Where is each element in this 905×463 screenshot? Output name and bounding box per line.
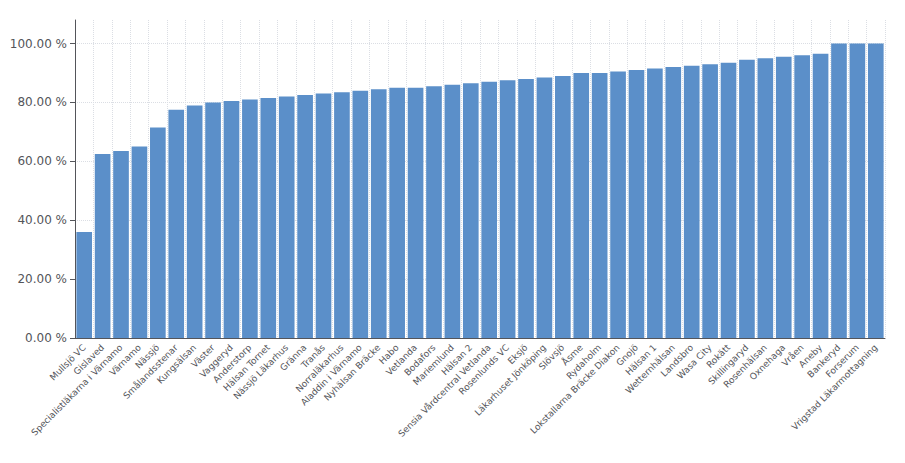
svg-text:Bodafors: Bodafors [402,342,438,378]
svg-text:Väster: Väster [189,342,217,370]
svg-text:0.00 %: 0.00 % [25,331,67,345]
svg-text:Wasa City: Wasa City [675,342,714,381]
svg-text:Mariemlund: Mariemlund [411,342,456,388]
svg-text:Vrigstad Läkarmottagning: Vrigstad Läkarmottagning [790,342,880,432]
svg-text:100.00 %: 100.00 % [10,37,67,51]
svg-text:Nyhälsan Bräcke: Nyhälsan Bräcke [322,342,383,403]
svg-text:Nässjö: Nässjö [133,342,162,371]
svg-text:Gnojö: Gnojö [614,342,640,368]
svg-text:Slövsjö: Slövsjö [536,342,567,372]
svg-text:Sensia Vårdcentral Vetlanda: Sensia Vårdcentral Vetlanda [396,342,492,438]
svg-text:Habo: Habo [377,342,401,367]
svg-text:Värnamo: Värnamo [107,342,143,378]
svg-text:Kungsälsan: Kungsälsan [155,342,199,386]
svg-text:Aneby: Aneby [797,342,825,370]
svg-text:40.00 %: 40.00 % [17,213,67,227]
svg-text:80.00 %: 80.00 % [17,95,67,109]
svg-text:Rokätt: Rokätt [704,342,733,370]
svg-text:Wetternhälsan: Wetternhälsan [623,342,677,396]
svg-text:Mullsjö VC: Mullsjö VC [47,342,88,383]
svg-text:Rydaholm: Rydaholm [564,342,604,382]
svg-text:Läkarhuset Jönköping: Läkarhuset Jönköping [473,342,548,417]
svg-text:Tranås: Tranås [299,342,328,371]
svg-text:Smålandsstenar: Smålandsstenar [121,342,180,401]
svg-text:Norraläkarhus: Norraläkarhus [293,342,346,395]
svg-text:Rosenlunds VC: Rosenlunds VC [456,342,512,397]
svg-text:Gislaved: Gislaved [71,342,107,377]
svg-text:Gränna: Gränna [278,342,309,373]
svg-text:Rosenhälsan: Rosenhälsan [721,342,769,390]
svg-text:Hälsan Tornet: Hälsan Tornet [221,342,272,393]
svg-text:Skillingaryd: Skillingaryd [706,342,751,387]
svg-text:Specialistläkarna i Värnamo: Specialistläkarna i Värnamo [29,342,124,437]
svg-text:Eksjö: Eksjö [505,342,530,367]
svg-text:60.00 %: 60.00 % [17,154,67,168]
svg-text:Landsbro: Landsbro [659,342,696,379]
svg-text:20.00 %: 20.00 % [17,272,67,286]
svg-text:Aladdin i Värnamo: Aladdin i Värnamo [298,342,364,408]
svg-text:Bankeryd: Bankeryd [805,342,843,380]
svg-text:Forserum: Forserum [823,342,861,380]
svg-text:Vråen: Vråen [779,342,806,369]
svg-text:Oxnehaga: Oxnehaga [747,342,788,383]
svg-text:Anderstorp: Anderstorp [211,342,254,385]
svg-text:Lokstallarna Bräcke Diakon: Lokstallarna Bräcke Diakon [528,342,621,435]
svg-text:Nässjö Läkarhus: Nässjö Läkarhus [231,342,290,401]
svg-text:Hälsan 1: Hälsan 1 [623,342,659,378]
svg-text:Hälsan 2: Hälsan 2 [439,342,475,378]
svg-text:Åsme: Åsme [560,342,585,368]
svg-text:Vaggeryd: Vaggeryd [197,342,235,380]
